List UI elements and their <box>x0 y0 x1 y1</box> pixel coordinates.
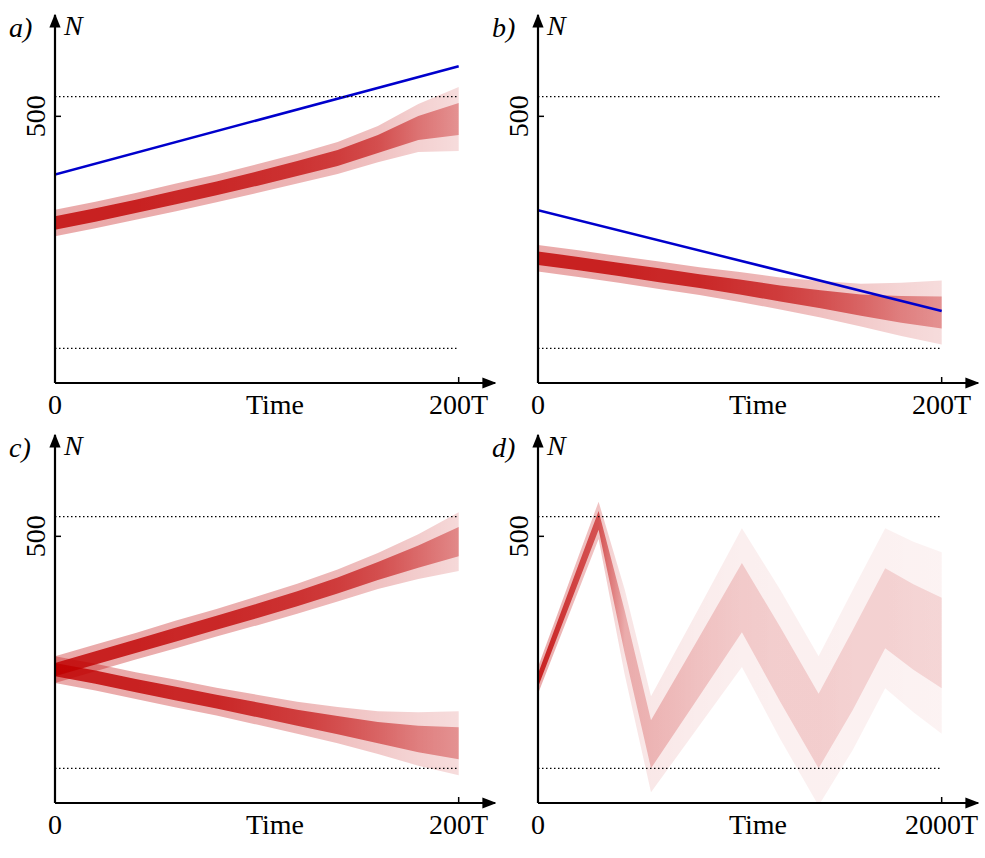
y-tick-label: 500 <box>503 515 534 557</box>
y-tick <box>538 536 544 538</box>
band-core <box>538 252 942 329</box>
plot-area <box>55 66 459 236</box>
band-core <box>55 527 459 676</box>
x-tick <box>941 377 943 383</box>
band-outer <box>538 502 942 803</box>
y-axis-title: N <box>63 430 84 461</box>
boundary-line <box>55 348 459 349</box>
band-outer <box>55 87 459 236</box>
y-axis-title: N <box>63 10 84 41</box>
x-tick-label: 0 <box>48 809 62 840</box>
x-tick-label: 200T <box>912 389 971 420</box>
x-tick <box>54 797 56 803</box>
x-axis-title: Time <box>729 809 787 840</box>
plot-area <box>55 512 459 775</box>
x-tick <box>941 797 943 803</box>
x-tick <box>458 377 460 383</box>
y-axis-title: N <box>546 430 567 461</box>
x-tick-label: 0 <box>48 389 62 420</box>
boundary-line <box>538 348 942 349</box>
boundary-line <box>55 516 459 517</box>
band-outer <box>55 512 459 683</box>
x-tick-label: 200T <box>429 389 488 420</box>
x-tick <box>54 377 56 383</box>
y-axis <box>54 15 56 383</box>
y-axis <box>537 15 539 383</box>
plot-area <box>538 502 942 803</box>
x-axis-title: Time <box>246 389 304 420</box>
guide-line <box>538 210 942 311</box>
x-axis <box>55 802 495 804</box>
boundary-line <box>538 768 942 769</box>
panel: 0 200T 500 Time Nc) <box>9 430 495 840</box>
y-axis-title: N <box>546 10 567 41</box>
boundary-line <box>55 96 459 97</box>
band-core <box>55 663 459 759</box>
band-core <box>538 511 942 768</box>
y-tick <box>538 116 544 118</box>
x-tick <box>537 797 539 803</box>
panel: 0 200T 500 Time Na) <box>9 10 495 420</box>
band-outer <box>55 656 459 775</box>
plot-area <box>538 210 942 344</box>
y-axis <box>54 435 56 803</box>
x-axis <box>538 802 978 804</box>
guide-line <box>55 66 459 174</box>
boundary-line <box>55 768 459 769</box>
y-tick <box>55 536 61 538</box>
panel-label: d) <box>492 432 515 463</box>
band-core <box>55 103 459 230</box>
x-tick <box>537 377 539 383</box>
y-tick <box>55 116 61 118</box>
y-tick-label: 500 <box>20 515 51 557</box>
panel-label: c) <box>9 432 31 463</box>
panel-label: a) <box>9 12 32 43</box>
panel-label: b) <box>492 12 515 43</box>
x-tick-label: 0 <box>531 809 545 840</box>
boundary-line <box>538 96 942 97</box>
x-axis <box>538 382 978 384</box>
x-tick-label: 0 <box>531 389 545 420</box>
y-tick-label: 500 <box>20 95 51 137</box>
x-axis <box>55 382 495 384</box>
panel: 0 200T 500 Time Nb) <box>492 10 978 420</box>
x-tick-label: 2000T <box>905 809 978 840</box>
x-axis-title: Time <box>729 389 787 420</box>
y-axis <box>537 435 539 803</box>
boundary-line <box>538 516 942 517</box>
panel: 0 2000T 500 Time Nd) <box>492 430 978 840</box>
x-tick <box>458 797 460 803</box>
figure: 0 200T 500 Time Na) 0 200T 500 Time Nb) 0 200T 500 Ti… <box>0 0 985 858</box>
x-tick-label: 200T <box>429 809 488 840</box>
x-axis-title: Time <box>246 809 304 840</box>
y-tick-label: 500 <box>503 95 534 137</box>
